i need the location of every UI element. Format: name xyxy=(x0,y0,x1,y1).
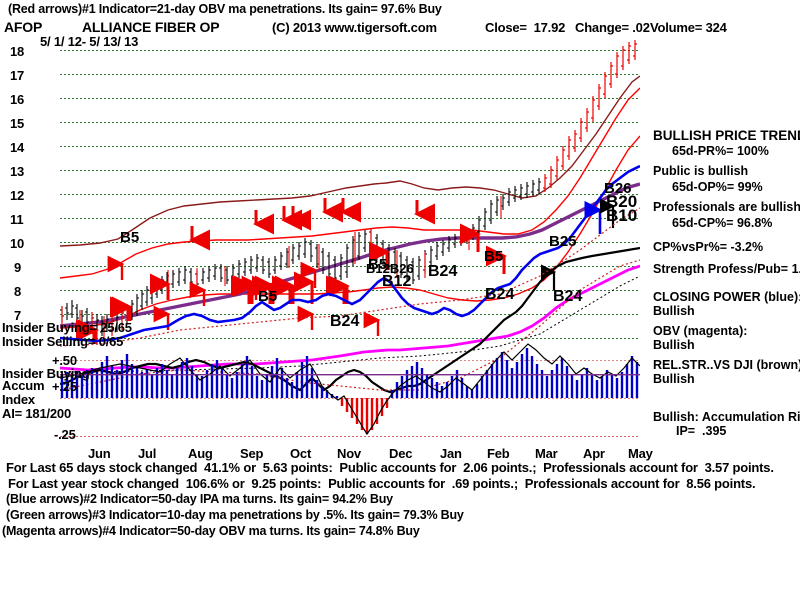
relstr-value: Bullish xyxy=(653,372,695,386)
annotation-b5-4: B5 xyxy=(484,248,504,265)
annotation-b12: B12 xyxy=(382,273,412,290)
change-value: Change= .02 xyxy=(575,20,650,35)
x-tick-mar: Mar xyxy=(535,446,558,461)
price-trend-value: 65d-PR%= 100% xyxy=(672,144,769,158)
annotation-b5-3: B5 xyxy=(368,256,388,273)
footer-line-65days: For Last 65 days stock changed 41.1% or … xyxy=(6,460,774,475)
annotation-b24-1: B24 xyxy=(428,263,458,280)
date-range: 5/ 1/ 12- 5/ 13/ 13 xyxy=(40,34,139,49)
close-value: Close= 17.92 xyxy=(485,20,566,35)
x-tick-jul: Jul xyxy=(138,446,157,461)
y-tick-9: 9 xyxy=(14,260,22,275)
public-sentiment-title: Public is bullish xyxy=(653,164,749,178)
y-tick-11: 11 xyxy=(10,212,24,227)
accum-tick-plus25: +.25 xyxy=(52,379,77,394)
annotation-b26: B26 xyxy=(604,180,632,197)
footer-line-magenta: (Magenta arrows)#4 Indicator=50-day OBV … xyxy=(2,524,420,538)
relstr-title: REL.STR..VS DJI (brown) xyxy=(653,358,800,372)
x-tick-jan: Jan xyxy=(440,446,462,461)
x-tick-oct: Oct xyxy=(290,446,312,461)
footer-line-blue: (Blue arrows)#2 Indicator=50-day IPA ma … xyxy=(6,492,393,506)
footer-line-lastyear: For Last year stock changed 106.6% or 9.… xyxy=(8,476,756,491)
professionals-value: 65d-CP%= 96.8% xyxy=(672,216,773,230)
annotation-b24-2: B24 xyxy=(485,286,515,303)
x-tick-sep: Sep xyxy=(240,446,264,461)
cp-vs-pr-value: CP%vsPr%= -3.2% xyxy=(653,240,764,254)
y-tick-10: 10 xyxy=(10,236,25,251)
x-tick-jun: Jun xyxy=(88,446,111,461)
annotation-b25: B25 xyxy=(549,233,577,250)
price-trend-title: BULLISH PRICE TREND xyxy=(653,128,800,143)
y-tick-16: 16 xyxy=(10,92,25,107)
annotation-b20: B20 xyxy=(606,192,638,211)
y-tick-12: 12 xyxy=(10,188,25,203)
index-label: Index xyxy=(2,392,35,407)
insider-buying-label-2: Insider Buying xyxy=(2,366,90,381)
x-tick-aug: Aug xyxy=(188,446,213,461)
obv-title: OBV (magenta): xyxy=(653,324,748,338)
insider-selling-label: Insider Selling= 0/65 xyxy=(2,334,124,349)
annotation-b10: B10 xyxy=(606,206,638,225)
public-sentiment-value: 65d-OP%= 99% xyxy=(672,180,763,194)
ai-value-label: AI= 181/200 xyxy=(2,406,71,421)
accum-tick-plus50: +.50 xyxy=(52,353,77,368)
annotation-b12b26: B12B26 xyxy=(366,261,414,276)
closing-power-value: Bullish xyxy=(653,304,695,318)
header-indicator-line: (Red arrows)#1 Indicator=21-day OBV ma p… xyxy=(8,2,442,16)
professionals-title: Professionals are bullish xyxy=(653,200,800,214)
y-tick-14: 14 xyxy=(10,140,25,155)
y-tick-17: 17 xyxy=(10,68,25,83)
annotation-b5-2: B5 xyxy=(258,288,278,305)
annotation-b5-1: B5 xyxy=(120,229,140,246)
x-tick-apr: Apr xyxy=(583,446,605,461)
y-tick-15: 15 xyxy=(10,116,25,131)
accum-label: Accum xyxy=(2,378,45,393)
x-tick-nov: Nov xyxy=(337,446,361,461)
y-tick-7: 7 xyxy=(14,308,22,323)
copyright-notice: (C) 2013 www.tigersoft.com xyxy=(272,20,437,35)
insider-buying-label: Insider Buying= 25/65 xyxy=(2,320,132,335)
volume-value: Volume= 324 xyxy=(650,20,727,35)
annotation-b24-3: B24 xyxy=(553,288,583,305)
accum-ip-value: IP= .395 xyxy=(676,424,727,438)
accum-status-title: Bullish: Accumulation Risi xyxy=(653,410,800,424)
accum-tick-minus25: -.25 xyxy=(54,427,76,442)
strength-prof-pub-value: Strength Profess/Pub= 1.7 xyxy=(653,262,800,276)
x-tick-may: May xyxy=(628,446,653,461)
ticker-symbol: AFOP xyxy=(4,19,43,35)
company-name: ALLIANCE FIBER OP xyxy=(82,19,220,35)
footer-line-green: (Green arrows)#3 Indicator=10-day ma pen… xyxy=(6,508,464,522)
y-tick-8: 8 xyxy=(14,284,22,299)
y-tick-13: 13 xyxy=(10,164,25,179)
obv-value: Bullish xyxy=(653,338,695,352)
x-tick-dec: Dec xyxy=(389,446,413,461)
chart-plot-area[interactable] xyxy=(60,38,640,440)
x-tick-feb: Feb xyxy=(487,446,510,461)
y-tick-18: 18 xyxy=(10,44,25,59)
closing-power-title: CLOSING POWER (blue): xyxy=(653,290,800,304)
annotation-b24-4: B24 xyxy=(330,313,360,330)
